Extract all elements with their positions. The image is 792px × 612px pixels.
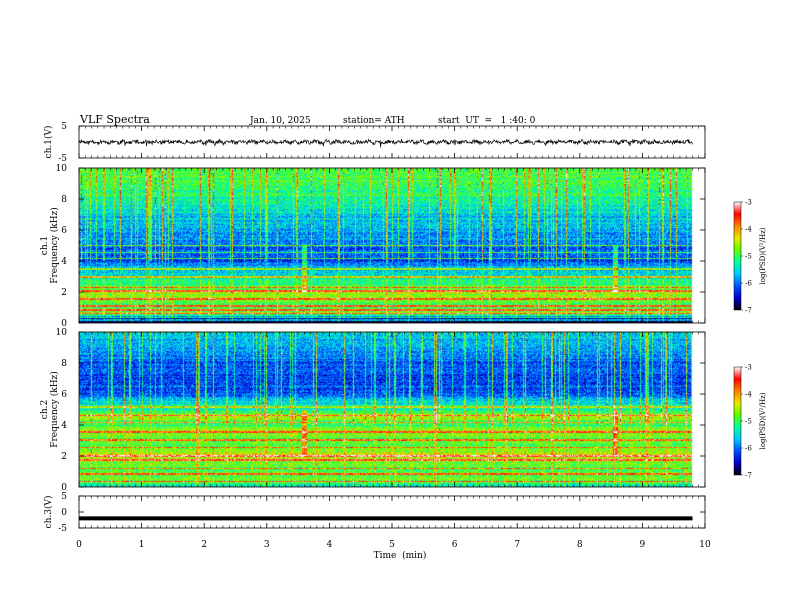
- cbar1-tick-label: -3: [745, 199, 752, 207]
- x-tick-label: 7: [514, 540, 520, 550]
- x-tick-label: 1: [139, 540, 145, 550]
- ch1-waveform-ylabel: ch.1(V): [43, 126, 54, 159]
- x-tick-label: 9: [640, 540, 646, 550]
- figure-title: VLF Spectra: [79, 113, 150, 126]
- figure-start-ut: start UT = 1 :40: 0: [438, 116, 536, 126]
- cbar2-tick-label: -4: [745, 391, 752, 399]
- ch1-waveform-trace: [78, 138, 693, 148]
- ch1-spectrogram-image: [79, 168, 693, 323]
- ch2-spec-ylabel: Frequency (kHz): [49, 371, 60, 448]
- ch2-spec-ytick-label: 8: [61, 359, 67, 369]
- figure-date: Jan. 10, 2025: [249, 116, 311, 126]
- x-tick-label: 2: [201, 540, 207, 550]
- ch2-spec-ylabel: ch.2: [40, 400, 50, 419]
- cbar2-tick-label: -5: [745, 418, 752, 426]
- x-tick-label: 4: [327, 540, 333, 550]
- cbar1-tick-label: -7: [745, 307, 752, 315]
- ch2-spec-ytick-label: 2: [61, 452, 67, 462]
- x-tick-label: 6: [452, 540, 458, 550]
- ch2-spectrogram-panel: 0 2 4 6 8 10 ch.2 Frequency (kHz): [40, 328, 706, 493]
- x-axis: 0 1 2 3 4 5 6 7 8 9 10: [76, 540, 711, 550]
- ch3-wave-ytick-label: -5: [58, 524, 67, 534]
- ch1-colorbar: -3 -4 -5 -6 -7 log(PSD)(V²/Hz): [733, 199, 767, 315]
- ch2-spec-ytick-label: 0: [61, 483, 67, 493]
- ch1-wave-ytick-label: -5: [58, 154, 67, 164]
- ch2-spec-ytick-label: 10: [56, 328, 68, 338]
- figure-station: station= ATH: [343, 116, 405, 126]
- cbar2-label: log(PSD)(V²/Hz): [759, 392, 767, 449]
- ch2-spectrogram-image: [79, 332, 693, 487]
- x-tick-label: 3: [264, 540, 270, 550]
- x-tick-label: 0: [76, 540, 82, 550]
- x-axis-label: Time (min): [374, 550, 427, 561]
- ch1-spec-ytick-label: 0: [61, 319, 67, 329]
- ch1-spec-ytick-label: 10: [56, 164, 68, 174]
- ch3-wave-ytick-label: 5: [61, 492, 67, 502]
- ch1-spec-ytick-label: 2: [61, 288, 67, 298]
- ch2-colorbar: -3 -4 -5 -6 -7 log(PSD)(V²/Hz): [733, 364, 767, 480]
- ch3-waveform-ylabel: ch.3(V): [43, 496, 54, 529]
- ch1-spec-ytick-label: 8: [61, 195, 67, 205]
- cbar1-tick-label: -4: [745, 226, 752, 234]
- ch1-spec-ylabel: ch.1: [40, 236, 50, 255]
- x-tick-label: 5: [389, 540, 395, 550]
- cbar1-tick-label: -6: [745, 280, 752, 288]
- cbar1-tick-label: -5: [745, 253, 752, 261]
- cbar2-tick-label: -3: [745, 364, 752, 372]
- cbar1-scale: [733, 201, 742, 311]
- x-tick-label: 10: [699, 540, 711, 550]
- ch1-spec-ytick-label: 4: [61, 257, 67, 267]
- cbar2-tick-label: -6: [745, 445, 752, 453]
- ch2-spec-ytick-label: 6: [61, 390, 67, 400]
- cbar2-tick-label: -7: [745, 472, 752, 480]
- cbar1-label: log(PSD)(V²/Hz): [759, 227, 767, 284]
- ch2-spec-ytick-label: 4: [61, 421, 67, 431]
- cbar2-scale: [733, 366, 742, 476]
- ch1-spec-ylabel: Frequency (kHz): [49, 207, 60, 284]
- ch3-wave-ytick-label: 0: [61, 508, 67, 518]
- ch3-waveform-panel: 5 0 -5 ch.3(V): [43, 492, 706, 534]
- ch1-spec-ytick-label: 6: [61, 226, 67, 236]
- ch1-spectrogram-panel: 0 2 4 6 8 10 ch.1 Frequency (kHz): [40, 164, 706, 329]
- x-tick-label: 8: [577, 540, 583, 550]
- ch1-waveform-panel: 5 -5 ch.1(V): [43, 122, 706, 164]
- ch1-wave-ytick-label: 5: [61, 122, 67, 132]
